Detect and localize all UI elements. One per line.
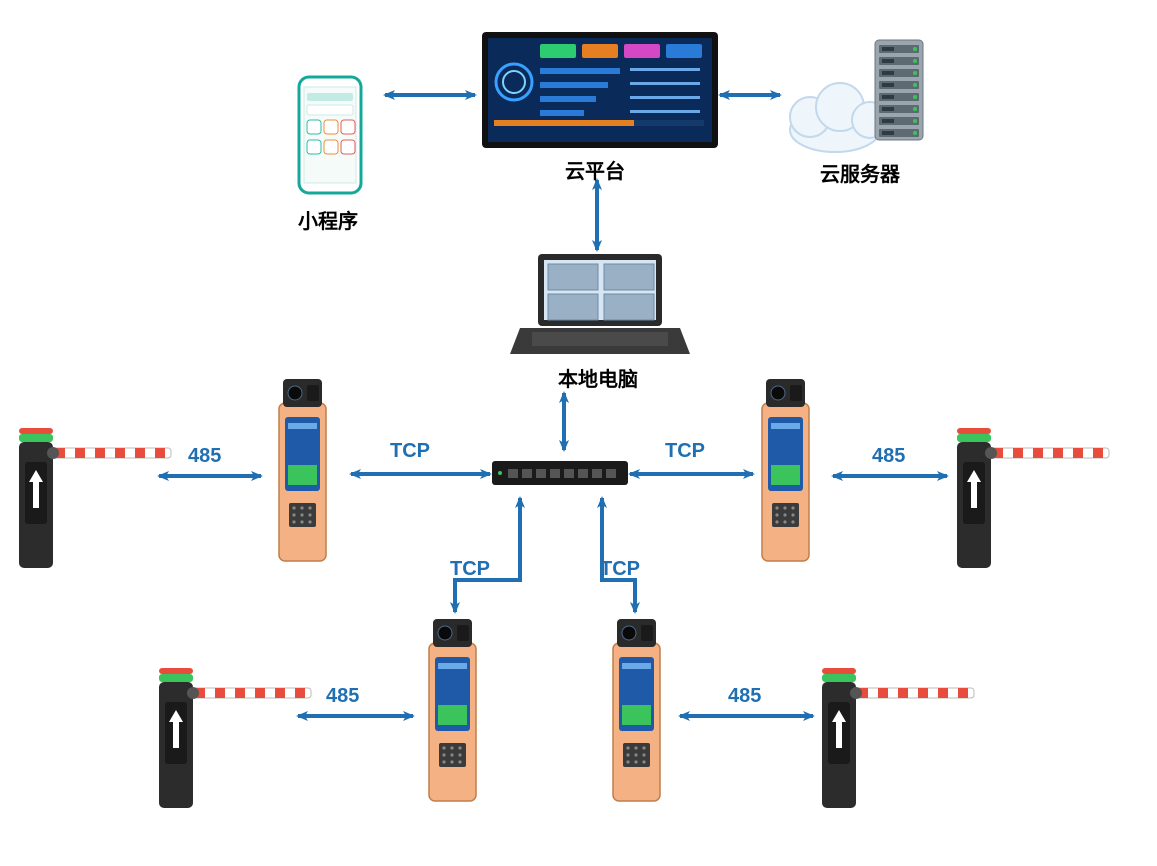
label-cloud_platform: 云平台 (565, 155, 625, 184)
edge-label-e_k_bl_b: 485 (326, 685, 359, 708)
device-barrier-bottom-left (155, 658, 315, 813)
edge-e_sw_k_br (602, 498, 635, 612)
device-barrier-top-right (953, 418, 1113, 573)
label-local_pc: 本地电脑 (558, 363, 638, 392)
device-barrier-bottom-right (818, 658, 978, 813)
device-local-pc (510, 250, 690, 360)
edge-e_sw_k_bl (455, 498, 520, 612)
label-mini_program: 小程序 (298, 205, 358, 234)
device-switch (490, 455, 630, 490)
device-barrier-top-left (15, 418, 175, 573)
label-cloud_server: 云服务器 (820, 158, 900, 187)
edge-label-e_k_br_b: 485 (728, 685, 761, 708)
device-cloud-server (780, 35, 930, 155)
edge-label-e_sw_k_tr: TCP (665, 440, 705, 463)
diagram-stage: TCP TCP TCP TCP 485 485 485 485 小程序 云平台 云服务器本地电脑 (0, 0, 1157, 866)
edge-label-e_sw_k_br: TCP (600, 558, 640, 581)
device-kiosk-bottom-right (609, 615, 664, 805)
device-kiosk-top-right (758, 375, 813, 565)
edge-label-e_sw_k_tl: TCP (390, 440, 430, 463)
device-kiosk-top-left (275, 375, 330, 565)
edge-label-e_k_tl_b: 485 (188, 445, 221, 468)
device-mini-program (295, 75, 365, 195)
device-kiosk-bottom-left (425, 615, 480, 805)
edge-label-e_k_tr_b: 485 (872, 445, 905, 468)
device-cloud-platform (480, 30, 720, 150)
edge-label-e_sw_k_bl: TCP (450, 558, 490, 581)
